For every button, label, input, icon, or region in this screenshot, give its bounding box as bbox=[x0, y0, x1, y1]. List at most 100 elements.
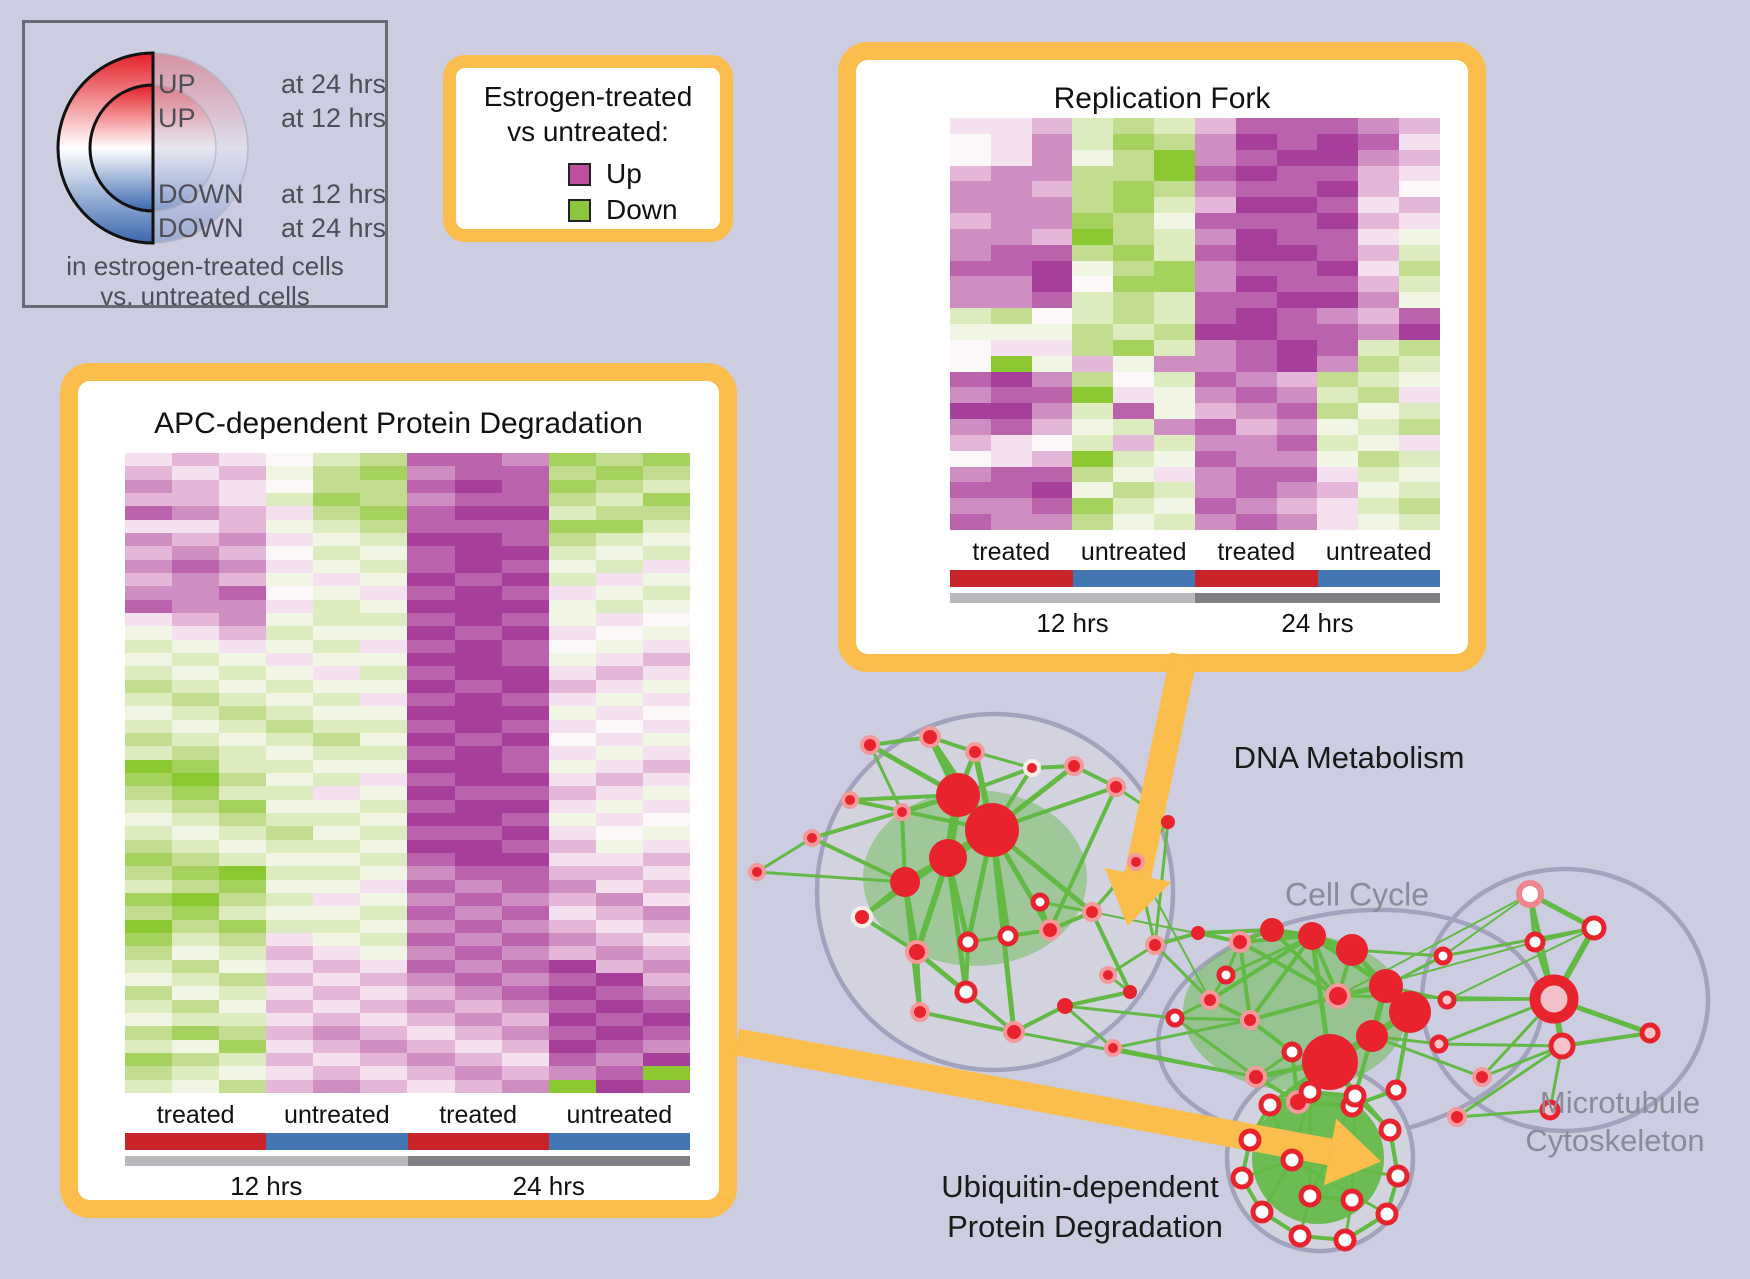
heatmap-cell bbox=[642, 972, 690, 987]
time-labels: 12 hrs 24 hrs bbox=[950, 608, 1440, 639]
treatment-bar-segment bbox=[266, 1133, 408, 1150]
network-node bbox=[1229, 931, 1251, 953]
heatmap-cell bbox=[219, 666, 267, 680]
heatmap-cell bbox=[454, 666, 502, 680]
network-edge bbox=[860, 856, 950, 919]
heatmap-cell bbox=[219, 679, 267, 693]
heatmap-cell bbox=[407, 519, 455, 533]
network-node bbox=[851, 906, 873, 928]
cluster-label-cell-cycle: Cell Cycle bbox=[1284, 876, 1430, 913]
heatmap-cell bbox=[219, 466, 267, 480]
heatmap-cell bbox=[407, 1052, 455, 1067]
heatmap-cell bbox=[1317, 324, 1359, 340]
heatmap-cell bbox=[125, 519, 173, 533]
heatmap-cell bbox=[595, 986, 643, 1000]
heatmap-cell bbox=[172, 772, 220, 787]
network-edge bbox=[1153, 943, 1212, 1002]
network-edge bbox=[1007, 928, 1051, 938]
heatmap-cell bbox=[642, 719, 690, 733]
network-node bbox=[1200, 990, 1220, 1010]
heatmap-cell bbox=[1399, 434, 1440, 451]
heatmap-cell bbox=[990, 371, 1032, 388]
treatment-bar-segment bbox=[1195, 570, 1318, 587]
time-bar-segment bbox=[125, 1156, 408, 1166]
heatmap-cell bbox=[1276, 165, 1318, 182]
heatmap-cell bbox=[1113, 165, 1155, 182]
heatmap-cell bbox=[407, 826, 455, 840]
heatmap-cell bbox=[548, 919, 596, 933]
heatmap-cell bbox=[548, 706, 596, 720]
network-edge bbox=[1291, 1050, 1331, 1064]
heatmap-cell bbox=[1317, 514, 1359, 530]
network-edge bbox=[1337, 994, 1555, 1001]
heatmap-cell bbox=[548, 652, 596, 667]
heatmap-cell bbox=[360, 559, 408, 573]
heatmap-cell bbox=[360, 999, 408, 1013]
heatmap-cell bbox=[313, 612, 361, 627]
heatmap-cell bbox=[642, 946, 690, 960]
heatmap-cell bbox=[454, 946, 502, 960]
heatmap-cell bbox=[172, 706, 220, 720]
heatmap-cell bbox=[990, 514, 1032, 530]
heatmap-cell bbox=[1276, 434, 1318, 451]
heatmap-cell bbox=[1399, 228, 1440, 245]
network-edge bbox=[1528, 893, 1537, 943]
heatmap-cell bbox=[595, 479, 643, 493]
network-edge bbox=[990, 828, 1094, 914]
network-node bbox=[1447, 1107, 1467, 1127]
heatmap-cell bbox=[125, 1066, 173, 1080]
heatmap-cell bbox=[548, 612, 596, 627]
heatmap-cell bbox=[642, 732, 690, 747]
heatmap-cell bbox=[1235, 133, 1277, 150]
heatmap-cell bbox=[548, 599, 596, 613]
heatmap-cell bbox=[219, 759, 267, 773]
heatmap-cell bbox=[642, 826, 690, 840]
heatmap-cell bbox=[1358, 339, 1400, 356]
heatmap-cell bbox=[595, 732, 643, 747]
heatmap-cell bbox=[219, 786, 267, 800]
heatmap-cell bbox=[950, 292, 991, 309]
heatmap-cell bbox=[1194, 197, 1236, 214]
heatmap-cell bbox=[990, 197, 1032, 214]
heatmap-cell bbox=[642, 879, 690, 893]
heatmap-cell bbox=[1276, 339, 1318, 356]
network-edge bbox=[1309, 935, 1333, 1063]
heatmap-cell bbox=[1358, 197, 1400, 214]
network-edge bbox=[945, 857, 971, 943]
network-node bbox=[1216, 965, 1236, 985]
network-edge bbox=[902, 881, 920, 953]
heatmap-cell bbox=[501, 812, 549, 827]
network-node bbox=[1356, 1020, 1388, 1052]
heatmap-cell bbox=[595, 599, 643, 613]
heatmap-cell bbox=[642, 586, 690, 600]
heatmap-cell bbox=[1113, 419, 1155, 435]
heatmap-cell bbox=[313, 879, 361, 893]
heatmap-cell bbox=[548, 866, 596, 880]
panel-title: APC-dependent Protein Degradation bbox=[154, 407, 643, 440]
network-edge bbox=[964, 941, 970, 993]
heatmap-cell bbox=[172, 719, 220, 733]
heatmap-cell bbox=[313, 719, 361, 733]
heatmap-cell bbox=[1113, 292, 1155, 309]
heatmap-cell bbox=[501, 759, 549, 773]
heatmap-cell bbox=[1031, 118, 1073, 134]
heatmap-cell bbox=[595, 586, 643, 600]
network-node bbox=[1298, 1184, 1322, 1208]
heatmap-cell bbox=[642, 1039, 690, 1053]
network-edge bbox=[1309, 1194, 1353, 1202]
heatmap-cell bbox=[125, 786, 173, 800]
heatmap-cell bbox=[642, 772, 690, 787]
key-direction-label: UP bbox=[158, 69, 196, 99]
heatmap-cell bbox=[548, 546, 596, 560]
heatmap-cell bbox=[313, 652, 361, 667]
heatmap-cell bbox=[1399, 244, 1440, 261]
heatmap-cell bbox=[950, 308, 991, 324]
heatmap-cell bbox=[454, 626, 502, 640]
network-edge bbox=[1039, 900, 1093, 914]
heatmap-cell bbox=[1194, 213, 1236, 229]
heatmap-cell bbox=[595, 692, 643, 707]
network-edge bbox=[1481, 1044, 1563, 1079]
heatmap-cell bbox=[1072, 419, 1114, 435]
network-node bbox=[1082, 902, 1102, 922]
heatmap-cell bbox=[360, 519, 408, 533]
